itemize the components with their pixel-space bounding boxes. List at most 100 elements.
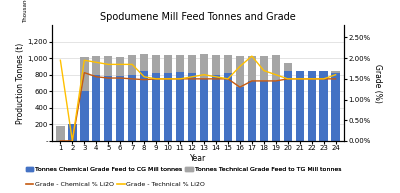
Bar xyxy=(224,55,232,73)
Bar xyxy=(296,71,304,141)
Bar xyxy=(284,63,292,71)
Grade - Chemical % Li2O xyxy=(250,80,254,82)
Bar xyxy=(212,55,220,75)
Grade - Technical % Li2O xyxy=(142,76,146,78)
Bar xyxy=(128,55,136,75)
X-axis label: Year: Year xyxy=(190,154,206,163)
Bar xyxy=(272,55,280,81)
Bar xyxy=(200,54,208,79)
Bar xyxy=(248,81,256,141)
Grade - Technical % Li2O xyxy=(214,76,218,78)
Grade - Chemical % Li2O xyxy=(94,76,99,78)
Grade - Chemical % Li2O xyxy=(106,77,111,79)
Bar xyxy=(128,75,136,141)
Grade - Technical % Li2O xyxy=(333,74,338,76)
Grade - Technical % Li2O xyxy=(309,78,314,80)
Grade - Technical % Li2O xyxy=(190,76,194,78)
Legend: Tonnes Chemical Grade Feed to CG Mill tonnes, Tonnes Technical Grade Feed to TG : Tonnes Chemical Grade Feed to CG Mill to… xyxy=(23,164,344,174)
Grade - Technical % Li2O xyxy=(297,78,302,80)
Bar xyxy=(56,126,64,141)
Grade - Chemical % Li2O xyxy=(297,78,302,80)
Grade - Technical % Li2O xyxy=(178,78,182,80)
Grade - Chemical % Li2O xyxy=(285,78,290,80)
Bar xyxy=(248,56,256,81)
Grade - Technical % Li2O xyxy=(118,63,123,66)
Grade - Chemical % Li2O xyxy=(118,77,123,79)
Grade - Chemical % Li2O xyxy=(166,78,170,80)
Grade - Chemical % Li2O xyxy=(226,78,230,80)
Grade - Chemical % Li2O xyxy=(178,78,182,80)
Text: Thousands: Thousands xyxy=(23,0,28,23)
Grade - Technical % Li2O xyxy=(262,69,266,72)
Bar xyxy=(164,55,172,73)
Bar xyxy=(104,56,112,75)
Grade - Chemical % Li2O xyxy=(130,78,134,80)
Bar xyxy=(152,55,160,73)
Bar xyxy=(188,55,196,73)
Grade - Chemical % Li2O xyxy=(58,140,63,142)
Grade - Chemical % Li2O xyxy=(333,78,338,80)
Bar xyxy=(332,71,340,73)
Grade - Chemical % Li2O xyxy=(214,78,218,80)
Grade - Chemical % Li2O xyxy=(190,78,194,80)
Bar xyxy=(116,75,124,141)
Bar xyxy=(176,55,184,72)
Grade - Chemical % Li2O xyxy=(154,78,158,80)
Bar xyxy=(176,72,184,141)
Bar xyxy=(116,57,124,75)
Bar xyxy=(236,87,244,141)
Grade - Technical % Li2O xyxy=(250,55,254,57)
Bar xyxy=(284,71,292,141)
Grade - Chemical % Li2O xyxy=(262,80,266,82)
Grade - Technical % Li2O xyxy=(82,59,87,61)
Grade - Technical % Li2O xyxy=(321,78,326,80)
Bar xyxy=(92,56,100,75)
Bar xyxy=(152,73,160,141)
Grade - Chemical % Li2O xyxy=(202,78,206,80)
Grade - Technical % Li2O xyxy=(273,74,278,76)
Title: Spodumene Mill Feed Tonnes and Grade: Spodumene Mill Feed Tonnes and Grade xyxy=(100,12,296,22)
Bar xyxy=(140,54,148,71)
Bar xyxy=(272,81,280,141)
Bar xyxy=(92,75,100,141)
Bar xyxy=(332,73,340,141)
Bar xyxy=(188,73,196,141)
Bar xyxy=(164,73,172,141)
Grade - Technical % Li2O xyxy=(106,63,111,66)
Grade - Chemical % Li2O xyxy=(238,86,242,88)
Grade - Technical % Li2O xyxy=(285,78,290,80)
Bar xyxy=(260,56,268,80)
Grade - Chemical % Li2O xyxy=(142,79,146,81)
Bar xyxy=(68,124,76,141)
Grade - Chemical % Li2O xyxy=(70,140,75,142)
Bar xyxy=(140,71,148,141)
Bar xyxy=(200,79,208,141)
Bar xyxy=(260,80,268,141)
Grade - Technical % Li2O xyxy=(226,78,230,80)
Grade - Technical % Li2O xyxy=(202,74,206,76)
Bar xyxy=(104,75,112,141)
Bar xyxy=(224,73,232,141)
Bar xyxy=(80,57,88,91)
Line: Grade - Chemical % Li2O: Grade - Chemical % Li2O xyxy=(60,73,336,141)
Grade - Technical % Li2O xyxy=(70,140,75,142)
Grade - Technical % Li2O xyxy=(58,59,63,61)
Legend: Grade - Chemical % Li2O, Grade - Technical % Li2O: Grade - Chemical % Li2O, Grade - Technic… xyxy=(23,179,208,190)
Bar xyxy=(236,56,244,87)
Grade - Chemical % Li2O xyxy=(321,78,326,80)
Grade - Technical % Li2O xyxy=(238,65,242,68)
Grade - Chemical % Li2O xyxy=(82,71,87,74)
Line: Grade - Technical % Li2O: Grade - Technical % Li2O xyxy=(60,56,336,141)
Y-axis label: Grade (%): Grade (%) xyxy=(373,63,382,102)
Bar xyxy=(320,71,328,141)
Grade - Technical % Li2O xyxy=(154,78,158,80)
Bar xyxy=(308,71,316,141)
Grade - Technical % Li2O xyxy=(94,61,99,63)
Grade - Technical % Li2O xyxy=(130,63,134,66)
Bar xyxy=(212,75,220,141)
Grade - Chemical % Li2O xyxy=(273,80,278,82)
Grade - Technical % Li2O xyxy=(166,78,170,80)
Y-axis label: Production Tonnes (t): Production Tonnes (t) xyxy=(16,42,25,124)
Bar xyxy=(80,91,88,141)
Grade - Chemical % Li2O xyxy=(309,78,314,80)
